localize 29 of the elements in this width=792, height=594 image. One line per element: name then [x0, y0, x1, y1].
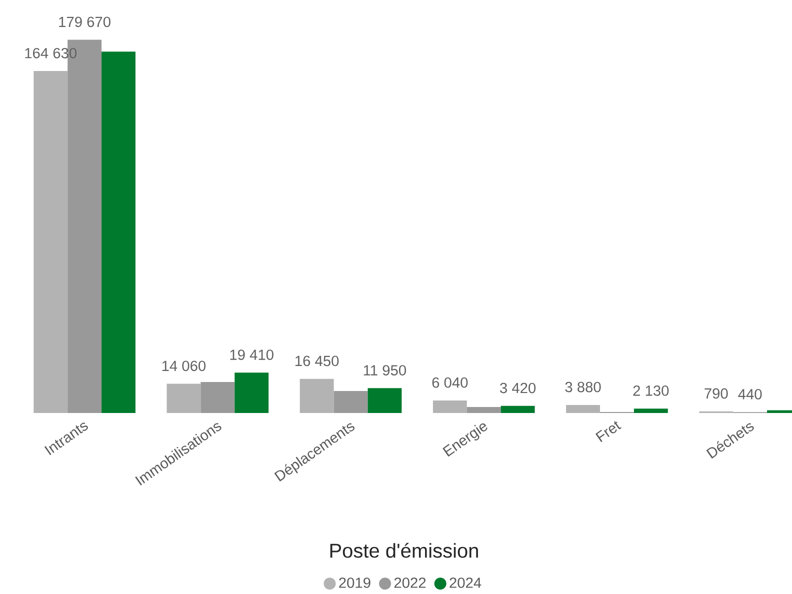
bar [200, 382, 235, 413]
x-axis-title: Poste d'émission [330, 542, 478, 558]
bar [34, 71, 68, 413]
bar [234, 372, 269, 413]
data-label: 179 670 [59, 16, 110, 28]
bar [300, 378, 334, 413]
legend-label: 2024 [450, 578, 482, 588]
data-label: 3 880 [565, 382, 601, 392]
bar [102, 52, 136, 413]
data-label: 790 [704, 388, 728, 399]
data-label: 19 410 [230, 350, 274, 360]
data-label: 2 130 [633, 386, 669, 396]
bar [566, 404, 600, 413]
data-label: 11 950 [364, 365, 406, 376]
bar [368, 388, 402, 413]
data-label: 16 450 [296, 356, 339, 366]
data-label: 6 040 [432, 377, 468, 388]
bar [500, 406, 535, 413]
legend-label: 2022 [394, 578, 426, 588]
data-label: 440 [738, 389, 762, 400]
bar [432, 400, 467, 413]
x-tick-label: Fret [595, 421, 622, 442]
bar [466, 406, 501, 413]
bar [166, 384, 201, 413]
bar [634, 408, 668, 413]
data-label: 3 420 [500, 382, 536, 394]
legend-label: 2019 [339, 578, 370, 588]
data-label: 14 060 [162, 360, 206, 372]
bar [334, 390, 368, 413]
